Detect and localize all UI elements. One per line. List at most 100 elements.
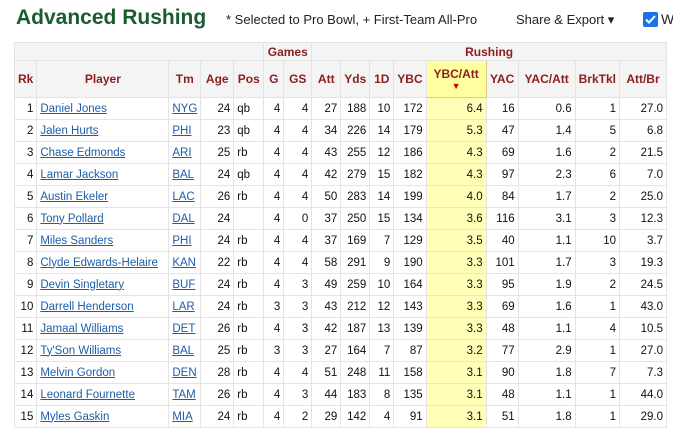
player-link[interactable]: Daniel Jones — [40, 102, 107, 115]
table-cell: 186 — [393, 141, 427, 164]
checkbox[interactable] — [643, 12, 658, 27]
table-cell: 90 — [485, 361, 519, 384]
table-cell: 291 — [340, 251, 371, 274]
column-header[interactable]: YBC/Att ▼ — [425, 60, 487, 98]
group-header-blank — [13, 42, 265, 61]
player-link[interactable]: Lamar Jackson — [40, 168, 119, 181]
column-header[interactable]: YAC — [485, 60, 519, 98]
table-cell: 187 — [340, 317, 371, 340]
team-link[interactable]: LAR — [172, 300, 195, 313]
column-header[interactable]: Rk — [13, 60, 38, 98]
player-link[interactable]: Myles Gaskin — [40, 410, 110, 423]
table-cell: 24 — [200, 163, 235, 186]
table-cell: qb — [233, 163, 265, 186]
table-cell: 1 — [13, 97, 38, 120]
checkbox-label: W — [661, 11, 673, 27]
player-link[interactable]: Ty'Son Williams — [40, 344, 122, 357]
table-cell: PHI — [168, 119, 202, 142]
column-header[interactable]: Yds — [340, 60, 371, 98]
table-cell: 26 — [200, 185, 235, 208]
team-link[interactable]: BAL — [172, 168, 195, 181]
table-cell: 279 — [340, 163, 371, 186]
table-cell — [233, 207, 265, 230]
team-link[interactable]: BUF — [172, 278, 196, 291]
table-cell: 4 — [369, 405, 395, 428]
table-cell: 6 — [574, 163, 620, 186]
table-cell: 12 — [369, 295, 395, 318]
column-header[interactable]: Pos — [233, 60, 265, 98]
table-cell: 44.0 — [618, 383, 667, 406]
table-cell: 283 — [340, 185, 371, 208]
player-link[interactable]: Clyde Edwards-Helaire — [40, 256, 158, 269]
column-header[interactable]: Age — [200, 60, 235, 98]
table-cell: 2 — [574, 273, 620, 296]
table-cell: 164 — [393, 273, 427, 296]
table-cell: qb — [233, 97, 265, 120]
table-cell: 25 — [200, 141, 235, 164]
table-cell: 4 — [263, 317, 285, 340]
player-link[interactable]: Miles Sanders — [40, 234, 114, 247]
table-cell: BUF — [168, 273, 202, 296]
column-header[interactable]: Att/Br — [618, 60, 667, 98]
team-link[interactable]: KAN — [172, 256, 196, 269]
table-cell: 10 — [369, 273, 395, 296]
player-link[interactable]: Leonard Fournette — [40, 388, 135, 401]
table-cell: 24 — [200, 273, 235, 296]
table-cell: 29 — [311, 405, 342, 428]
column-header[interactable]: BrkTkl — [574, 60, 620, 98]
team-link[interactable]: LAC — [172, 190, 195, 203]
team-link[interactable]: TAM — [172, 388, 196, 401]
column-header[interactable]: YBC — [393, 60, 427, 98]
team-link[interactable]: DEN — [172, 366, 197, 379]
table-cell: 1 — [574, 405, 620, 428]
table-cell: 183 — [340, 383, 371, 406]
table-cell: 4 — [283, 141, 313, 164]
team-link[interactable]: NYG — [172, 102, 198, 115]
team-link[interactable]: MIA — [172, 410, 193, 423]
table-cell: 14 — [369, 185, 395, 208]
table-cell: 7 — [369, 229, 395, 252]
player-link[interactable]: Tony Pollard — [40, 212, 104, 225]
table-cell: 172 — [393, 97, 427, 120]
table-cell: 4 — [283, 251, 313, 274]
table-cell: 84 — [485, 185, 519, 208]
table-cell: 101 — [485, 251, 519, 274]
column-header[interactable]: Player — [36, 60, 170, 98]
table-cell: 3.6 — [425, 207, 487, 230]
table-cell: KAN — [168, 251, 202, 274]
player-link[interactable]: Melvin Gordon — [40, 366, 116, 379]
column-header-text: GS — [289, 72, 307, 86]
table-cell: 28 — [200, 361, 235, 384]
column-header[interactable]: GS — [283, 60, 313, 98]
share-export-menu[interactable]: Share & Export ▾ — [516, 12, 615, 27]
player-link[interactable]: Devin Singletary — [40, 278, 125, 291]
table-cell: 3.5 — [425, 229, 487, 252]
player-link[interactable]: Chase Edmonds — [40, 146, 126, 159]
table-cell: 13 — [13, 361, 38, 384]
table-cell: Clyde Edwards-Helaire — [36, 251, 170, 274]
table-cell: 10 — [574, 229, 620, 252]
sort-indicator: ▼ — [451, 81, 461, 91]
column-header[interactable]: YAC/Att — [517, 60, 576, 98]
table-cell: 15 — [369, 163, 395, 186]
team-link[interactable]: PHI — [172, 234, 192, 247]
team-link[interactable]: BAL — [172, 344, 195, 357]
table-cell: 15 — [13, 405, 38, 428]
column-header[interactable]: Tm — [168, 60, 202, 98]
table-row: 15 Myles Gaskin MIA 24 rb 4 2 29 142 4 91 3.1 51 1.8 1… — [13, 405, 667, 428]
table-cell: 3 — [283, 383, 313, 406]
team-link[interactable]: DET — [172, 322, 196, 335]
team-link[interactable]: DAL — [172, 212, 195, 225]
table-cell: 2.3 — [517, 163, 576, 186]
player-link[interactable]: Jamaal Williams — [40, 322, 124, 335]
column-header[interactable]: 1D — [369, 60, 395, 98]
player-link[interactable]: Jalen Hurts — [40, 124, 99, 137]
player-link[interactable]: Darrell Henderson — [40, 300, 134, 313]
team-link[interactable]: PHI — [172, 124, 192, 137]
team-link[interactable]: ARI — [172, 146, 192, 159]
column-header[interactable]: Att — [311, 60, 342, 98]
player-link[interactable]: Austin Ekeler — [40, 190, 109, 203]
column-header[interactable]: G — [263, 60, 285, 98]
check-icon — [645, 15, 656, 24]
table-cell: TAM — [168, 383, 202, 406]
